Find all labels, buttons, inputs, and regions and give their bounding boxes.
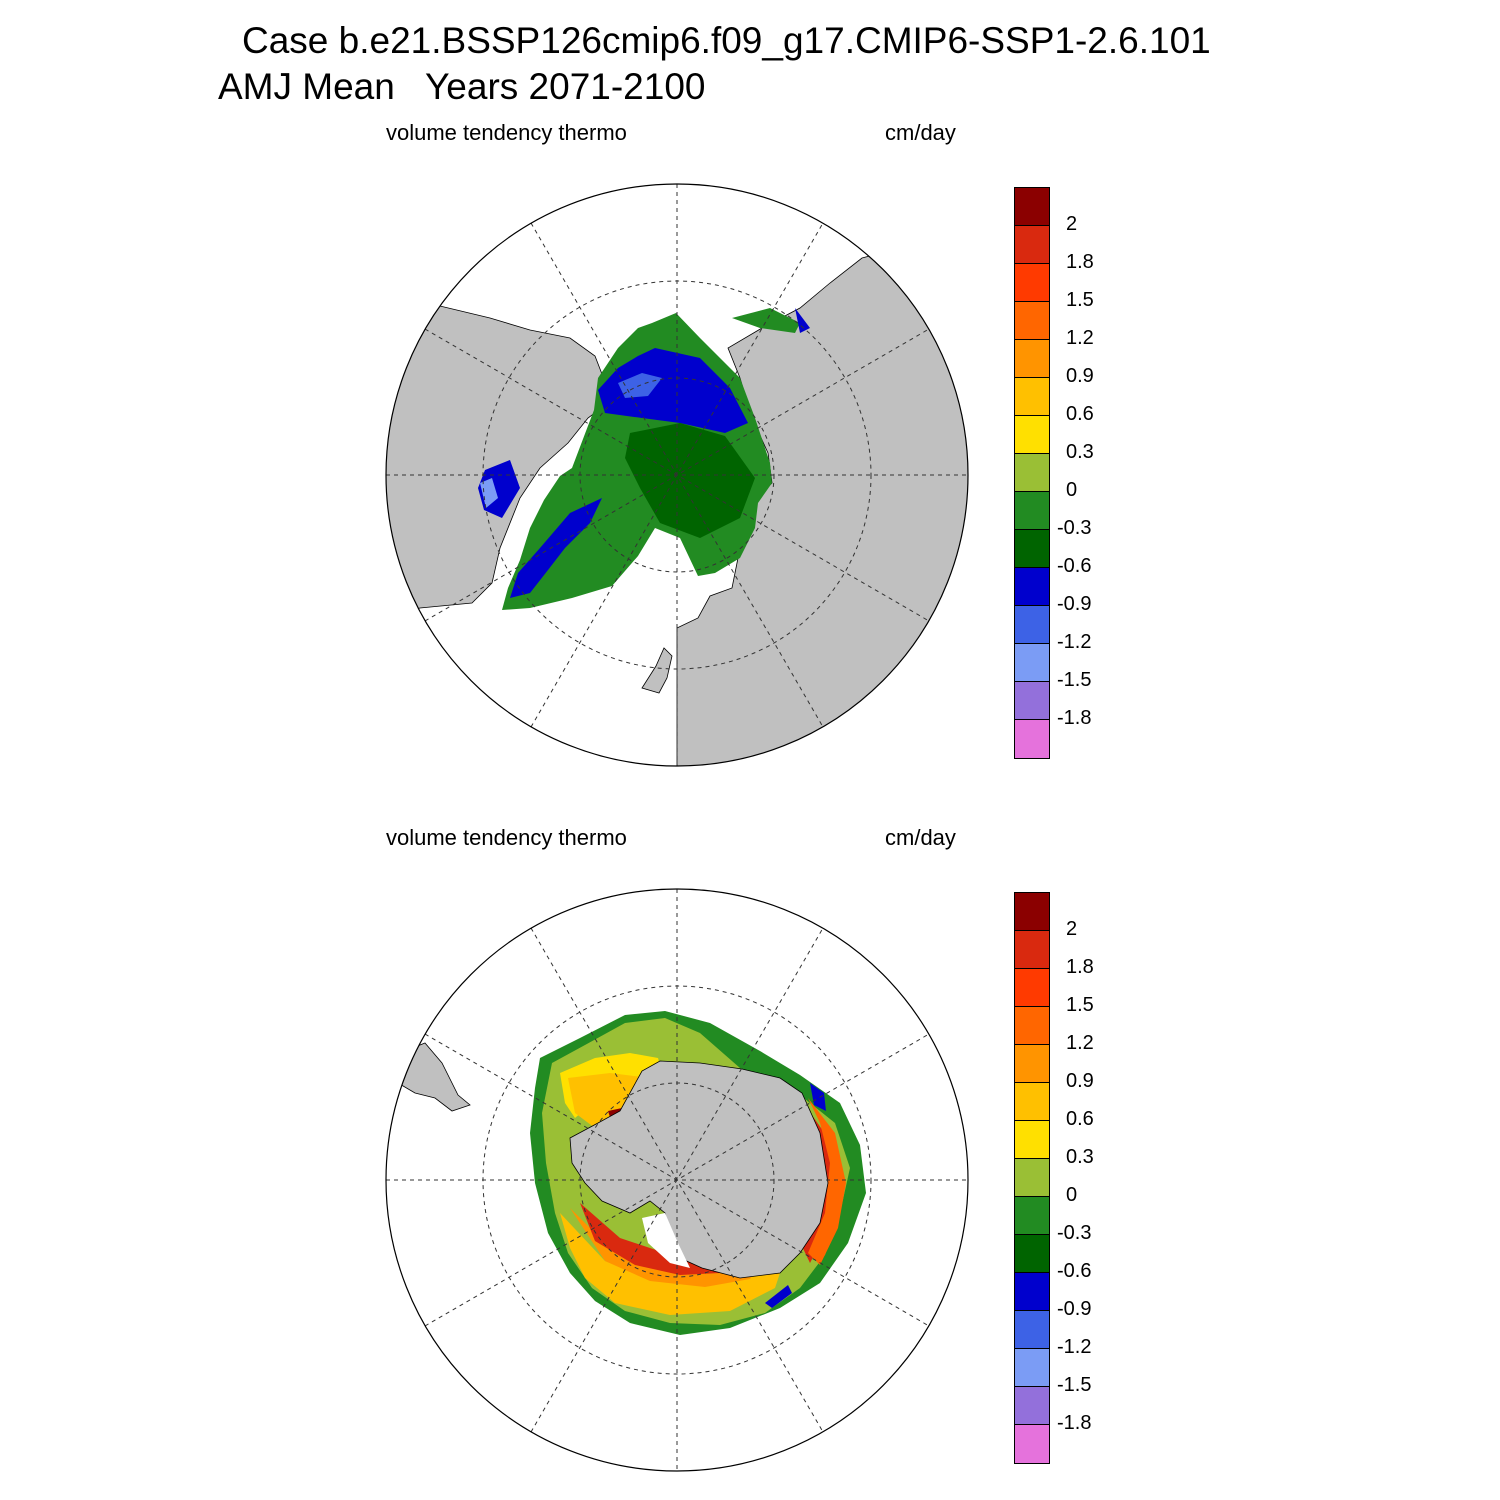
north-colorbar-tick-label: -1.8 xyxy=(1057,707,1092,729)
north-ice-light-bay xyxy=(480,478,498,508)
south-colorbar-swatch xyxy=(1015,1235,1049,1273)
south-colorbar-swatch xyxy=(1015,1083,1049,1121)
south-colorbar-tick-label: -1.2 xyxy=(1057,1336,1092,1358)
south-units-label: cm/day xyxy=(885,825,956,850)
south-colorbar-swatch xyxy=(1015,1197,1049,1235)
south-land-ross-shelf-gap xyxy=(642,1213,690,1268)
south-colorbar-tick-label: 1.8 xyxy=(1066,956,1094,978)
north-colorbar-swatch xyxy=(1015,682,1049,720)
south-colorbar-swatch xyxy=(1015,1045,1049,1083)
south-colorbar-tick-label: 0.3 xyxy=(1066,1146,1094,1168)
south-colorbar-tick-label: 1.2 xyxy=(1066,1032,1094,1054)
south-colorbar-swatch xyxy=(1015,893,1049,931)
south-ice-blue-bottom xyxy=(765,1285,792,1308)
north-colorbar-swatch xyxy=(1015,606,1049,644)
north-colorbar-swatch xyxy=(1015,188,1049,226)
south-colorbar-tick-label: 0.9 xyxy=(1066,1070,1094,1092)
north-colorbar-swatch xyxy=(1015,720,1049,758)
north-colorbar-tick-label: 0.3 xyxy=(1066,441,1094,463)
south-ice-orange-bottom xyxy=(570,1208,770,1287)
north-ice-blue-shelf xyxy=(510,498,602,598)
north-colorbar-tick-label: 1.8 xyxy=(1066,251,1094,273)
north-colorbar-tick-label: 2 xyxy=(1066,213,1078,235)
south-ice-orange-right xyxy=(808,1098,846,1265)
north-colorbar-swatch xyxy=(1015,340,1049,378)
north-colorbar-swatch xyxy=(1015,530,1049,568)
north-polar-map xyxy=(385,183,969,767)
north-colorbar-tick-label: 1.2 xyxy=(1066,327,1094,349)
south-colorbar-tick-label: 2 xyxy=(1066,918,1078,940)
south-ice-gold-bottom xyxy=(560,1213,790,1315)
north-colorbar-tick-label: -1.5 xyxy=(1057,669,1092,691)
north-colorbar-swatch xyxy=(1015,226,1049,264)
north-colorbar-tick-label: 0 xyxy=(1066,479,1078,501)
south-colorbar-tick-label: -1.5 xyxy=(1057,1374,1092,1396)
south-colorbar-tick-label: 0 xyxy=(1066,1184,1078,1206)
north-colorbar-tick-label: -1.2 xyxy=(1057,631,1092,653)
south-land-antarctica xyxy=(569,1060,829,1279)
north-variable-label: volume tendency thermo xyxy=(386,120,627,145)
figure-title-line2: AMJ Mean Years 2071-2100 xyxy=(218,66,706,107)
south-colorbar-swatch xyxy=(1015,1121,1049,1159)
north-graticule xyxy=(386,184,968,766)
south-colorbar-swatch xyxy=(1015,1425,1049,1463)
north-ice-blue xyxy=(598,348,748,433)
north-colorbar-tick-label: 0.6 xyxy=(1066,403,1094,425)
south-graticule xyxy=(386,889,968,1471)
north-units-label: cm/day xyxy=(885,120,956,145)
south-ice-blue-right xyxy=(810,1083,826,1111)
figure-title-line1: Case b.e21.BSSP126cmip6.f09_g17.CMIP6-SS… xyxy=(242,20,1211,61)
north-colorbar-tick-label: 0.9 xyxy=(1066,365,1094,387)
south-colorbar-tick-label: 1.5 xyxy=(1066,994,1094,1016)
south-polar-map xyxy=(385,888,969,1472)
south-colorbar-swatch xyxy=(1015,1007,1049,1045)
south-colorbar-swatch xyxy=(1015,969,1049,1007)
south-variable-label: volume tendency thermo xyxy=(386,825,627,850)
south-colorbar-swatch xyxy=(1015,1159,1049,1197)
south-colorbar-swatch xyxy=(1015,1311,1049,1349)
south-colorbar-tick-label: -1.8 xyxy=(1057,1412,1092,1434)
south-colorbar-tick-label: -0.3 xyxy=(1057,1222,1092,1244)
north-ice-bering-green xyxy=(732,308,800,333)
north-colorbar-swatch xyxy=(1015,492,1049,530)
south-colorbar-tick-label: -0.9 xyxy=(1057,1298,1092,1320)
north-colorbar-swatch xyxy=(1015,378,1049,416)
north-colorbar-tick-label: -0.6 xyxy=(1057,555,1092,577)
north-colorbar-swatch xyxy=(1015,454,1049,492)
north-ice-bering-blue xyxy=(795,308,810,333)
south-colorbar-tick-label: -0.6 xyxy=(1057,1260,1092,1282)
north-colorbar-swatch xyxy=(1015,264,1049,302)
south-colorbar-swatch xyxy=(1015,1349,1049,1387)
north-land-north-america xyxy=(386,305,613,619)
north-land-uk xyxy=(641,647,673,694)
north-colorbar-swatch xyxy=(1015,568,1049,606)
south-colorbar-swatch xyxy=(1015,1273,1049,1311)
south-colorbar-swatch xyxy=(1015,1387,1049,1425)
south-land-south-america xyxy=(397,1042,471,1112)
south-colorbar xyxy=(1014,892,1050,1464)
north-colorbar-tick-label: -0.9 xyxy=(1057,593,1092,615)
north-colorbar xyxy=(1014,187,1050,759)
south-map-border xyxy=(385,888,969,1472)
south-colorbar-swatch xyxy=(1015,931,1049,969)
south-colorbar-tick-label: 0.6 xyxy=(1066,1108,1094,1130)
north-colorbar-swatch xyxy=(1015,644,1049,682)
north-colorbar-swatch xyxy=(1015,416,1049,454)
north-map-border xyxy=(385,183,969,767)
north-colorbar-tick-label: -0.3 xyxy=(1057,517,1092,539)
north-colorbar-tick-label: 1.5 xyxy=(1066,289,1094,311)
north-colorbar-swatch xyxy=(1015,302,1049,340)
